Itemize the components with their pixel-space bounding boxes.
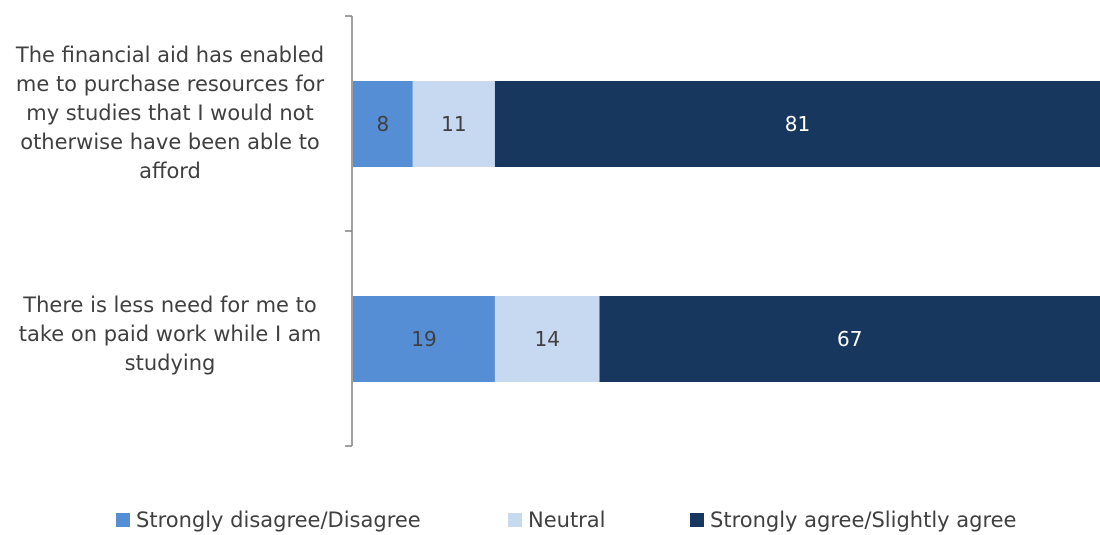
bar-segment-cat0-series2 bbox=[494, 81, 1100, 167]
legend-label-disagree: Strongly disagree/Disagree bbox=[136, 508, 421, 532]
category-axis bbox=[345, 15, 353, 447]
bar-series bbox=[353, 81, 1100, 382]
data-label-cat1-series1: 14 bbox=[534, 327, 559, 351]
bar-segment-cat1-series1 bbox=[494, 296, 600, 382]
data-label-cat0-series2: 81 bbox=[785, 112, 810, 136]
bar-segment-cat1-series2 bbox=[599, 296, 1100, 382]
stacked-bar-chart: 8 11 81 19 14 67 bbox=[345, 15, 1100, 447]
legend-item-disagree: Strongly disagree/Disagree bbox=[116, 508, 421, 532]
legend-label-agree: Strongly agree/Slightly agree bbox=[710, 508, 1017, 532]
legend-item-agree: Strongly agree/Slightly agree bbox=[690, 508, 1016, 532]
legend: Strongly disagree/Disagree Neutral Stron… bbox=[0, 508, 1100, 535]
data-label-cat1-series2: 67 bbox=[837, 327, 862, 351]
data-label-cat0-series0: 8 bbox=[377, 112, 390, 136]
bar-segment-cat1-series0 bbox=[353, 296, 495, 382]
bar-segment-cat0-series0 bbox=[353, 81, 413, 167]
category-label-less-paid-work: There is less need for me to take on pai… bbox=[18, 293, 322, 375]
category-label-financial-aid-resources: The financial aid has enabled me to purc… bbox=[15, 43, 325, 183]
legend-swatch-agree bbox=[690, 513, 704, 527]
legend-swatch-neutral bbox=[508, 513, 522, 527]
data-label-cat0-series1: 11 bbox=[441, 112, 466, 136]
legend-swatch-disagree bbox=[116, 513, 130, 527]
data-label-cat1-series0: 19 bbox=[411, 327, 436, 351]
legend-label-neutral: Neutral bbox=[528, 508, 606, 532]
legend-item-neutral: Neutral bbox=[508, 508, 606, 532]
bar-segment-cat0-series1 bbox=[412, 81, 495, 167]
data-labels: 8 11 81 19 14 67 bbox=[377, 112, 863, 351]
